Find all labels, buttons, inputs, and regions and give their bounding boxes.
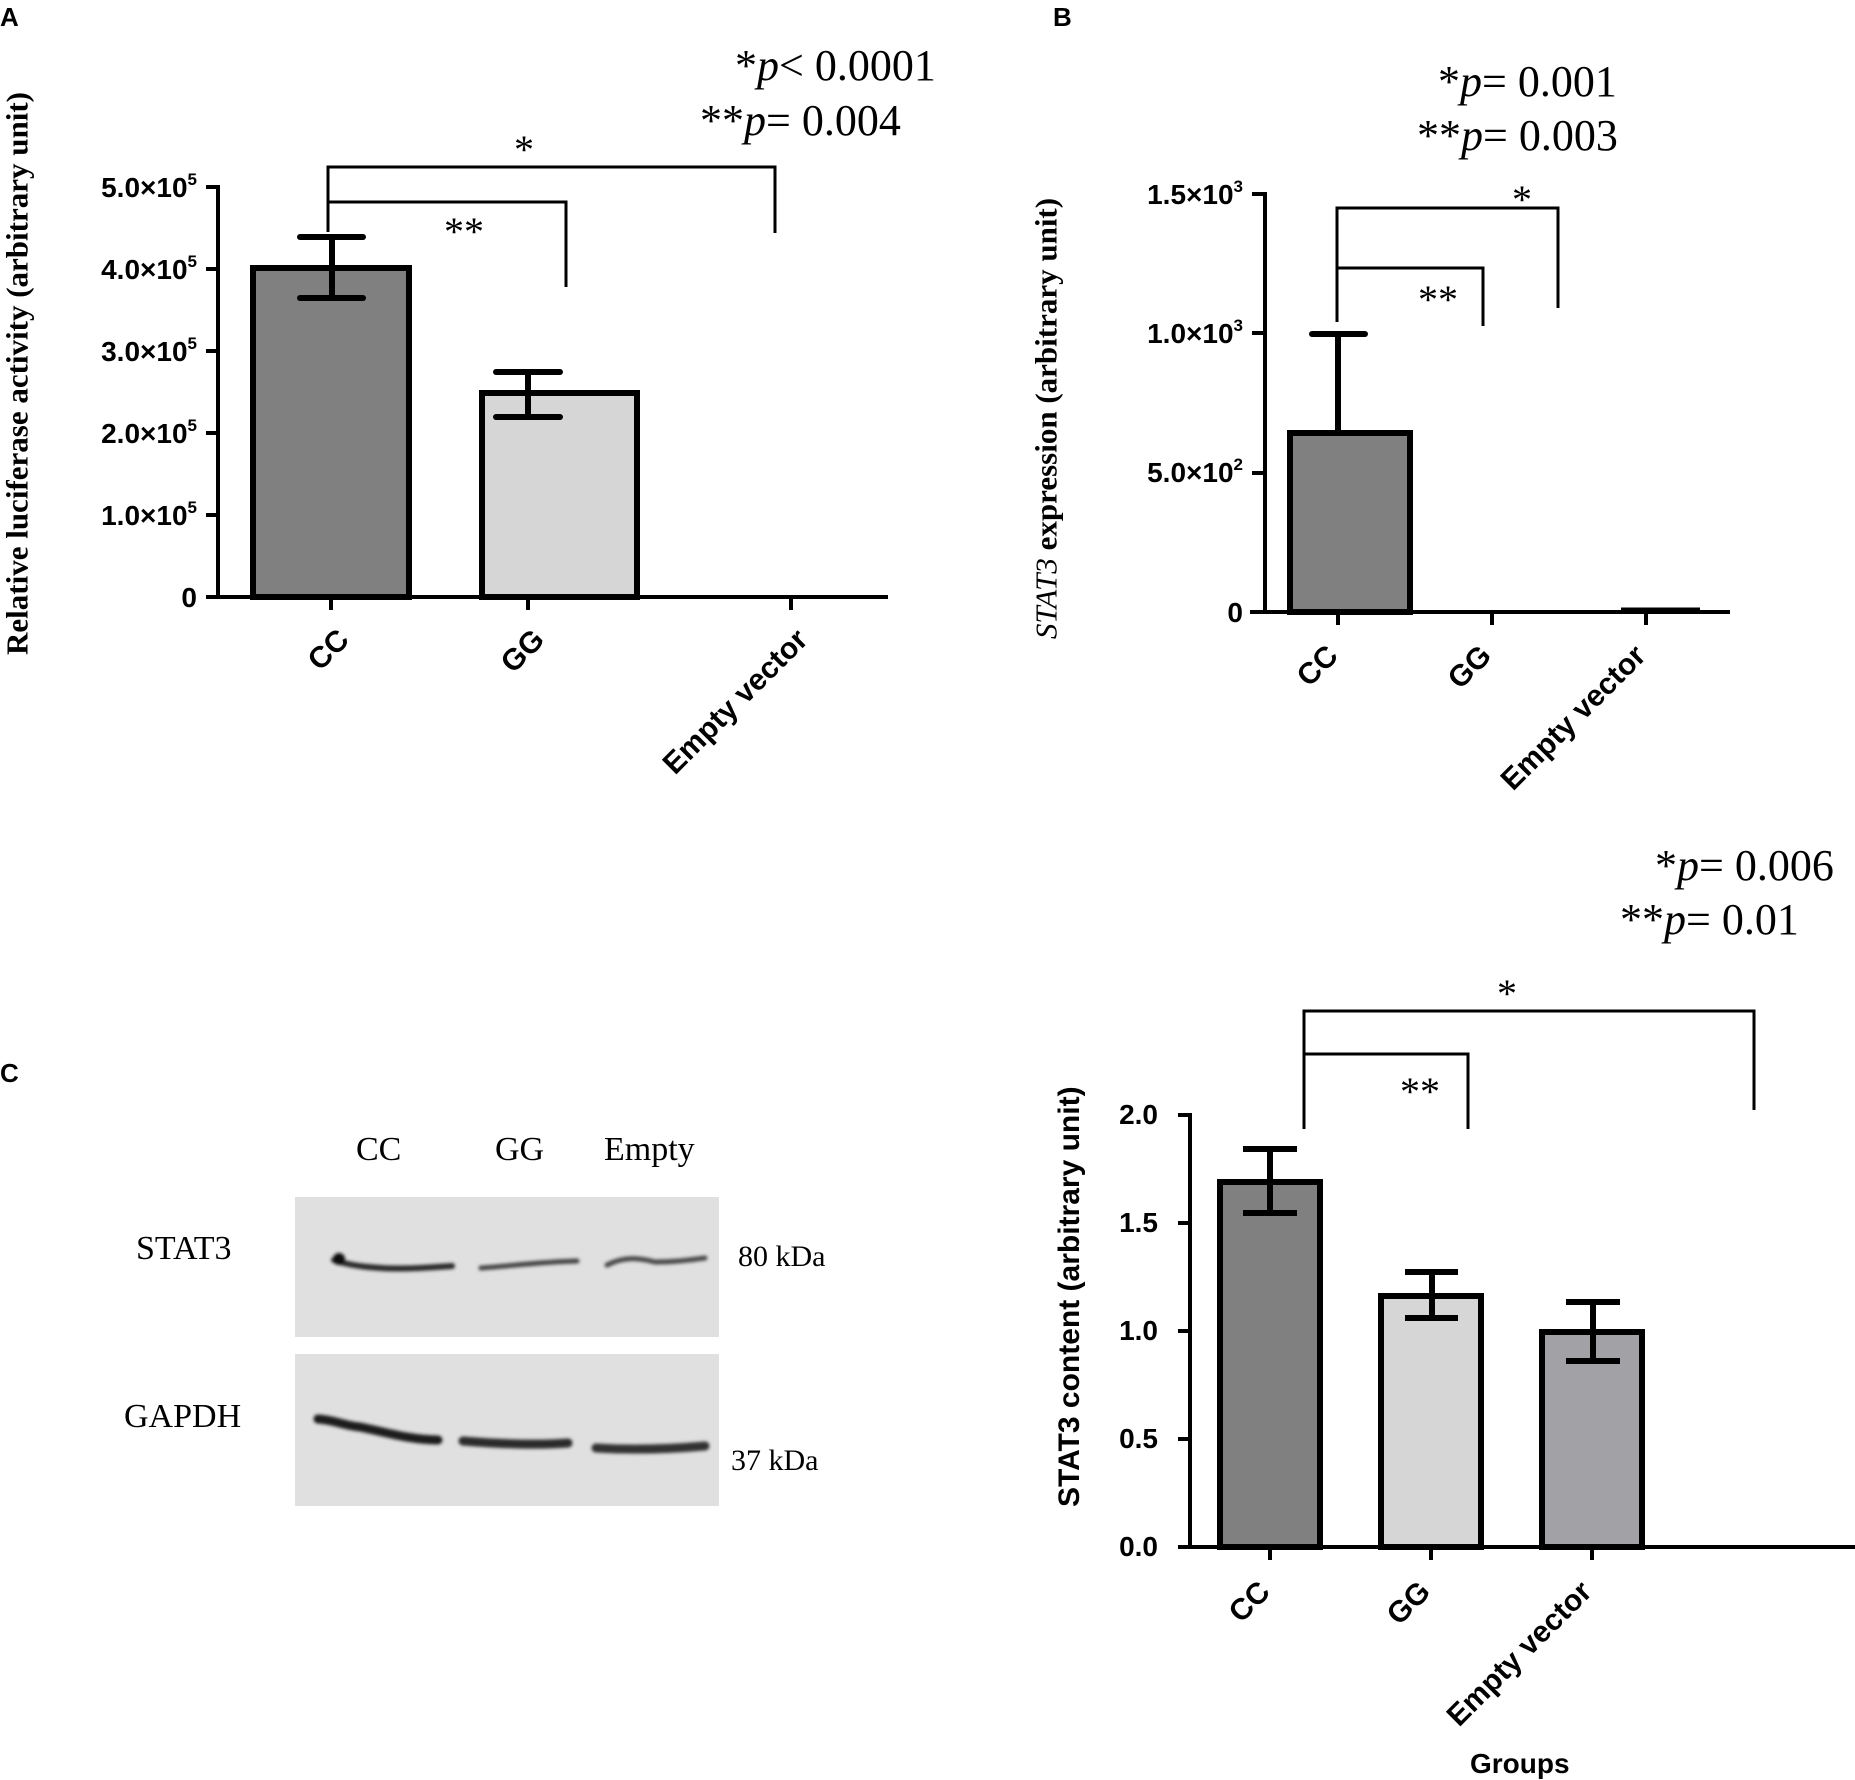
star-prefix: * [1655, 841, 1677, 890]
p-value-single-star-b: *p= 0.001 [1438, 60, 1617, 104]
y-tick-label: 3.0×105 [101, 334, 197, 367]
significance-star-single-b: * [1512, 177, 1532, 222]
p-value-double-star-a: **p= 0.004 [700, 99, 901, 143]
star-prefix: * [1438, 57, 1460, 106]
p-value-single-star-c: *p= 0.006 [1655, 844, 1834, 888]
bar-empty-c [1539, 1329, 1645, 1550]
star-prefix: ** [1417, 111, 1461, 160]
bar-cc-a [250, 265, 412, 600]
y-tick-label: 4.0×105 [101, 252, 197, 285]
error-bars-c [1243, 1146, 1620, 1364]
bar-cc-b [1287, 430, 1413, 615]
y-tick-label: 1.5×103 [1147, 177, 1243, 210]
size-label-37kda: 37 kDa [731, 1444, 819, 1477]
p-symbol: p [1460, 57, 1482, 106]
star-prefix: ** [700, 96, 744, 145]
significance-star-double-a: ** [444, 209, 484, 254]
significance-star-double-c: ** [1400, 1069, 1440, 1114]
star-prefix: ** [1620, 895, 1664, 944]
p-symbol: p [1461, 111, 1483, 160]
p-symbol: p [1664, 895, 1686, 944]
significance-brackets-b [1335, 206, 1560, 326]
y-tick-label: 0.5 [1119, 1423, 1158, 1454]
bar-cc-c [1217, 1179, 1323, 1550]
p-symbol: p [744, 96, 766, 145]
size-label-80kda: 80 kDa [738, 1240, 826, 1273]
y-tick-label: 0 [181, 582, 197, 613]
y-tick-label: 1.0×105 [101, 498, 197, 531]
y-tick-label: 0 [1227, 597, 1243, 628]
bar-gg-a [479, 390, 640, 600]
error-bars-a [297, 234, 563, 420]
significance-star-single-c: * [1497, 971, 1517, 1016]
panel-letter-c: C [0, 1058, 19, 1088]
y-tick-label: 5.0×102 [1147, 455, 1243, 488]
p-value-text: = 0.003 [1483, 111, 1618, 160]
y-tick-label: 0.0 [1119, 1531, 1158, 1562]
lane-label-gg: GG [495, 1131, 545, 1168]
panel-letter-b: B [1053, 2, 1072, 32]
p-value-text: = 0.001 [1482, 57, 1617, 106]
p-value-text: = 0.004 [766, 96, 901, 145]
protein-label-stat3: STAT3 [136, 1230, 232, 1267]
bar-gg-c [1378, 1293, 1484, 1550]
p-value-double-star-c: **p= 0.01 [1620, 898, 1799, 942]
p-value-text: < 0.0001 [779, 41, 936, 90]
significance-brackets-c [1302, 1009, 1756, 1129]
p-value-single-star-a: *p< 0.0001 [735, 44, 936, 88]
p-symbol: p [757, 41, 779, 90]
y-tick-label: 2.0×105 [101, 416, 197, 449]
lane-label-empty: Empty [604, 1131, 695, 1168]
significance-star-single-a: * [514, 127, 534, 172]
p-symbol: p [1677, 841, 1699, 890]
y-tick-label: 5.0×105 [101, 170, 197, 203]
p-value-text: = 0.006 [1699, 841, 1834, 890]
y-tick-label: 2.0 [1119, 1099, 1158, 1130]
lane-label-cc: CC [356, 1131, 402, 1168]
y-tick-label: 1.5 [1119, 1207, 1158, 1238]
panel-letter-a: A [0, 2, 19, 32]
p-value-double-star-b: **p= 0.003 [1417, 114, 1618, 158]
significance-brackets-a [326, 165, 777, 287]
error-bars-b [1309, 331, 1368, 435]
x-axis-label-c: Groups [1470, 1748, 1570, 1779]
significance-star-double-b: ** [1418, 277, 1458, 322]
p-value-text: = 0.01 [1686, 895, 1799, 944]
star-prefix: * [735, 41, 757, 90]
y-tick-label: 1.0×103 [1147, 316, 1243, 349]
protein-label-gapdh: GAPDH [124, 1398, 242, 1435]
y-tick-label: 1.0 [1119, 1315, 1158, 1346]
